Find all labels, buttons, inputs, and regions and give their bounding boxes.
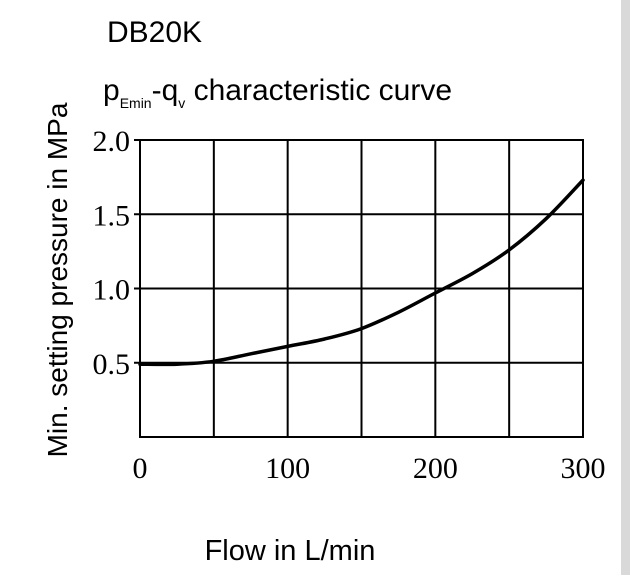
y-tick-label: 1.0 — [93, 274, 131, 307]
y-axis-label: Min. setting pressure in MPa — [42, 102, 73, 457]
plot-area: 0 100 200 300 0.5 1.0 1.5 2.0 — [93, 125, 606, 485]
chart-title: DB20K — [107, 16, 202, 49]
x-tick-label: 300 — [561, 452, 606, 485]
series-line — [138, 178, 585, 367]
chart-subtitle: pEmin-qv characteristic curve — [103, 74, 452, 111]
y-tick-label: 2.0 — [93, 125, 131, 158]
y-tick-label: 0.5 — [93, 348, 131, 381]
window-edge — [621, 0, 630, 575]
x-axis-label: Flow in L/min — [205, 535, 376, 567]
y-tick-label: 1.5 — [93, 199, 131, 232]
x-tick-label: 200 — [413, 452, 458, 485]
x-tick-label: 0 — [133, 452, 148, 485]
x-tick-label: 100 — [265, 452, 310, 485]
